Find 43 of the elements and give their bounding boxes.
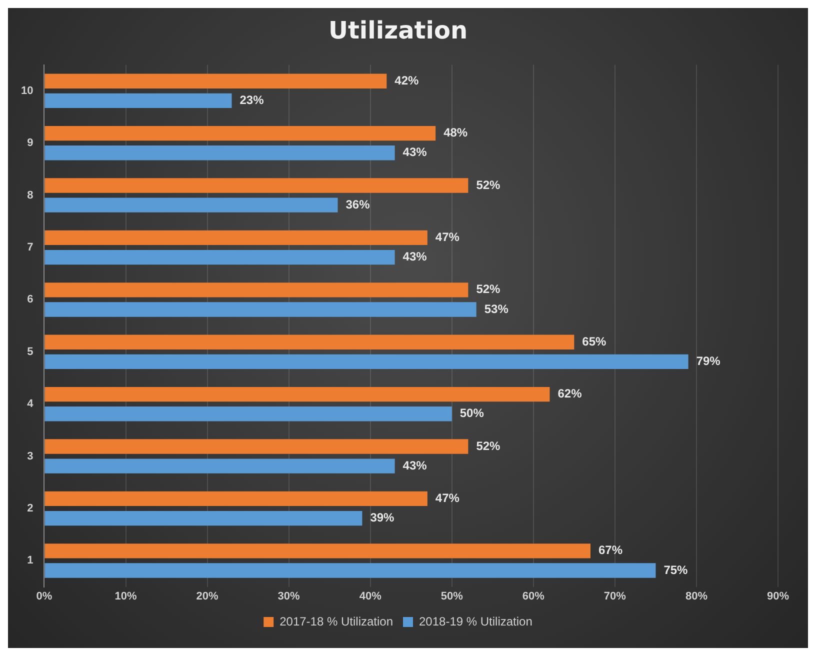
y-tick-label: 10 bbox=[20, 84, 34, 97]
y-tick-label: 3 bbox=[27, 450, 34, 462]
y-tick-label: 5 bbox=[27, 346, 34, 358]
data-label: 53% bbox=[484, 302, 509, 316]
data-label: 43% bbox=[402, 250, 428, 264]
y-tick-label: 7 bbox=[27, 242, 34, 254]
data-label: 52% bbox=[476, 438, 501, 453]
x-tick-label: 50% bbox=[440, 590, 464, 602]
x-tick-label: 40% bbox=[359, 590, 382, 602]
data-label: 47% bbox=[435, 230, 460, 244]
data-label: 43% bbox=[402, 458, 428, 472]
data-label: 23% bbox=[240, 93, 264, 107]
data-label: 52% bbox=[476, 178, 501, 192]
y-tick-label: 1 bbox=[27, 554, 34, 567]
y-tick-label: 2 bbox=[27, 502, 34, 515]
data-label: 39% bbox=[370, 510, 395, 525]
y-tick-label: 9 bbox=[27, 137, 34, 150]
x-tick-label: 20% bbox=[196, 590, 219, 602]
data-label: 36% bbox=[346, 197, 370, 212]
x-tick-label: 90% bbox=[766, 590, 790, 602]
x-tick-label: 80% bbox=[685, 590, 708, 602]
data-label: 52% bbox=[476, 282, 501, 296]
data-label: 65% bbox=[582, 334, 607, 348]
data-label: 43% bbox=[402, 145, 428, 160]
data-label: 50% bbox=[460, 406, 484, 420]
chart-title: Utilization bbox=[328, 16, 468, 45]
data-label: 75% bbox=[664, 562, 688, 577]
data-label: 48% bbox=[444, 126, 468, 140]
x-tick-label: 0% bbox=[36, 590, 52, 602]
x-tick-label: 10% bbox=[114, 590, 137, 602]
legend-label: 2017-18 % Utilization bbox=[280, 614, 394, 628]
x-tick-label: 30% bbox=[278, 590, 300, 602]
y-tick-label: 8 bbox=[27, 189, 34, 202]
data-label: 47% bbox=[435, 491, 460, 506]
data-label: 42% bbox=[394, 73, 420, 88]
x-tick-label: 60% bbox=[522, 590, 545, 602]
legend-label: 2018-19 % Utilization bbox=[419, 614, 532, 628]
data-label: 62% bbox=[558, 386, 582, 401]
data-label: 67% bbox=[598, 543, 623, 558]
y-tick-label: 6 bbox=[27, 294, 34, 306]
x-tick-label: 70% bbox=[604, 590, 626, 602]
data-label: 79% bbox=[696, 354, 721, 368]
y-tick-label: 4 bbox=[27, 398, 34, 410]
